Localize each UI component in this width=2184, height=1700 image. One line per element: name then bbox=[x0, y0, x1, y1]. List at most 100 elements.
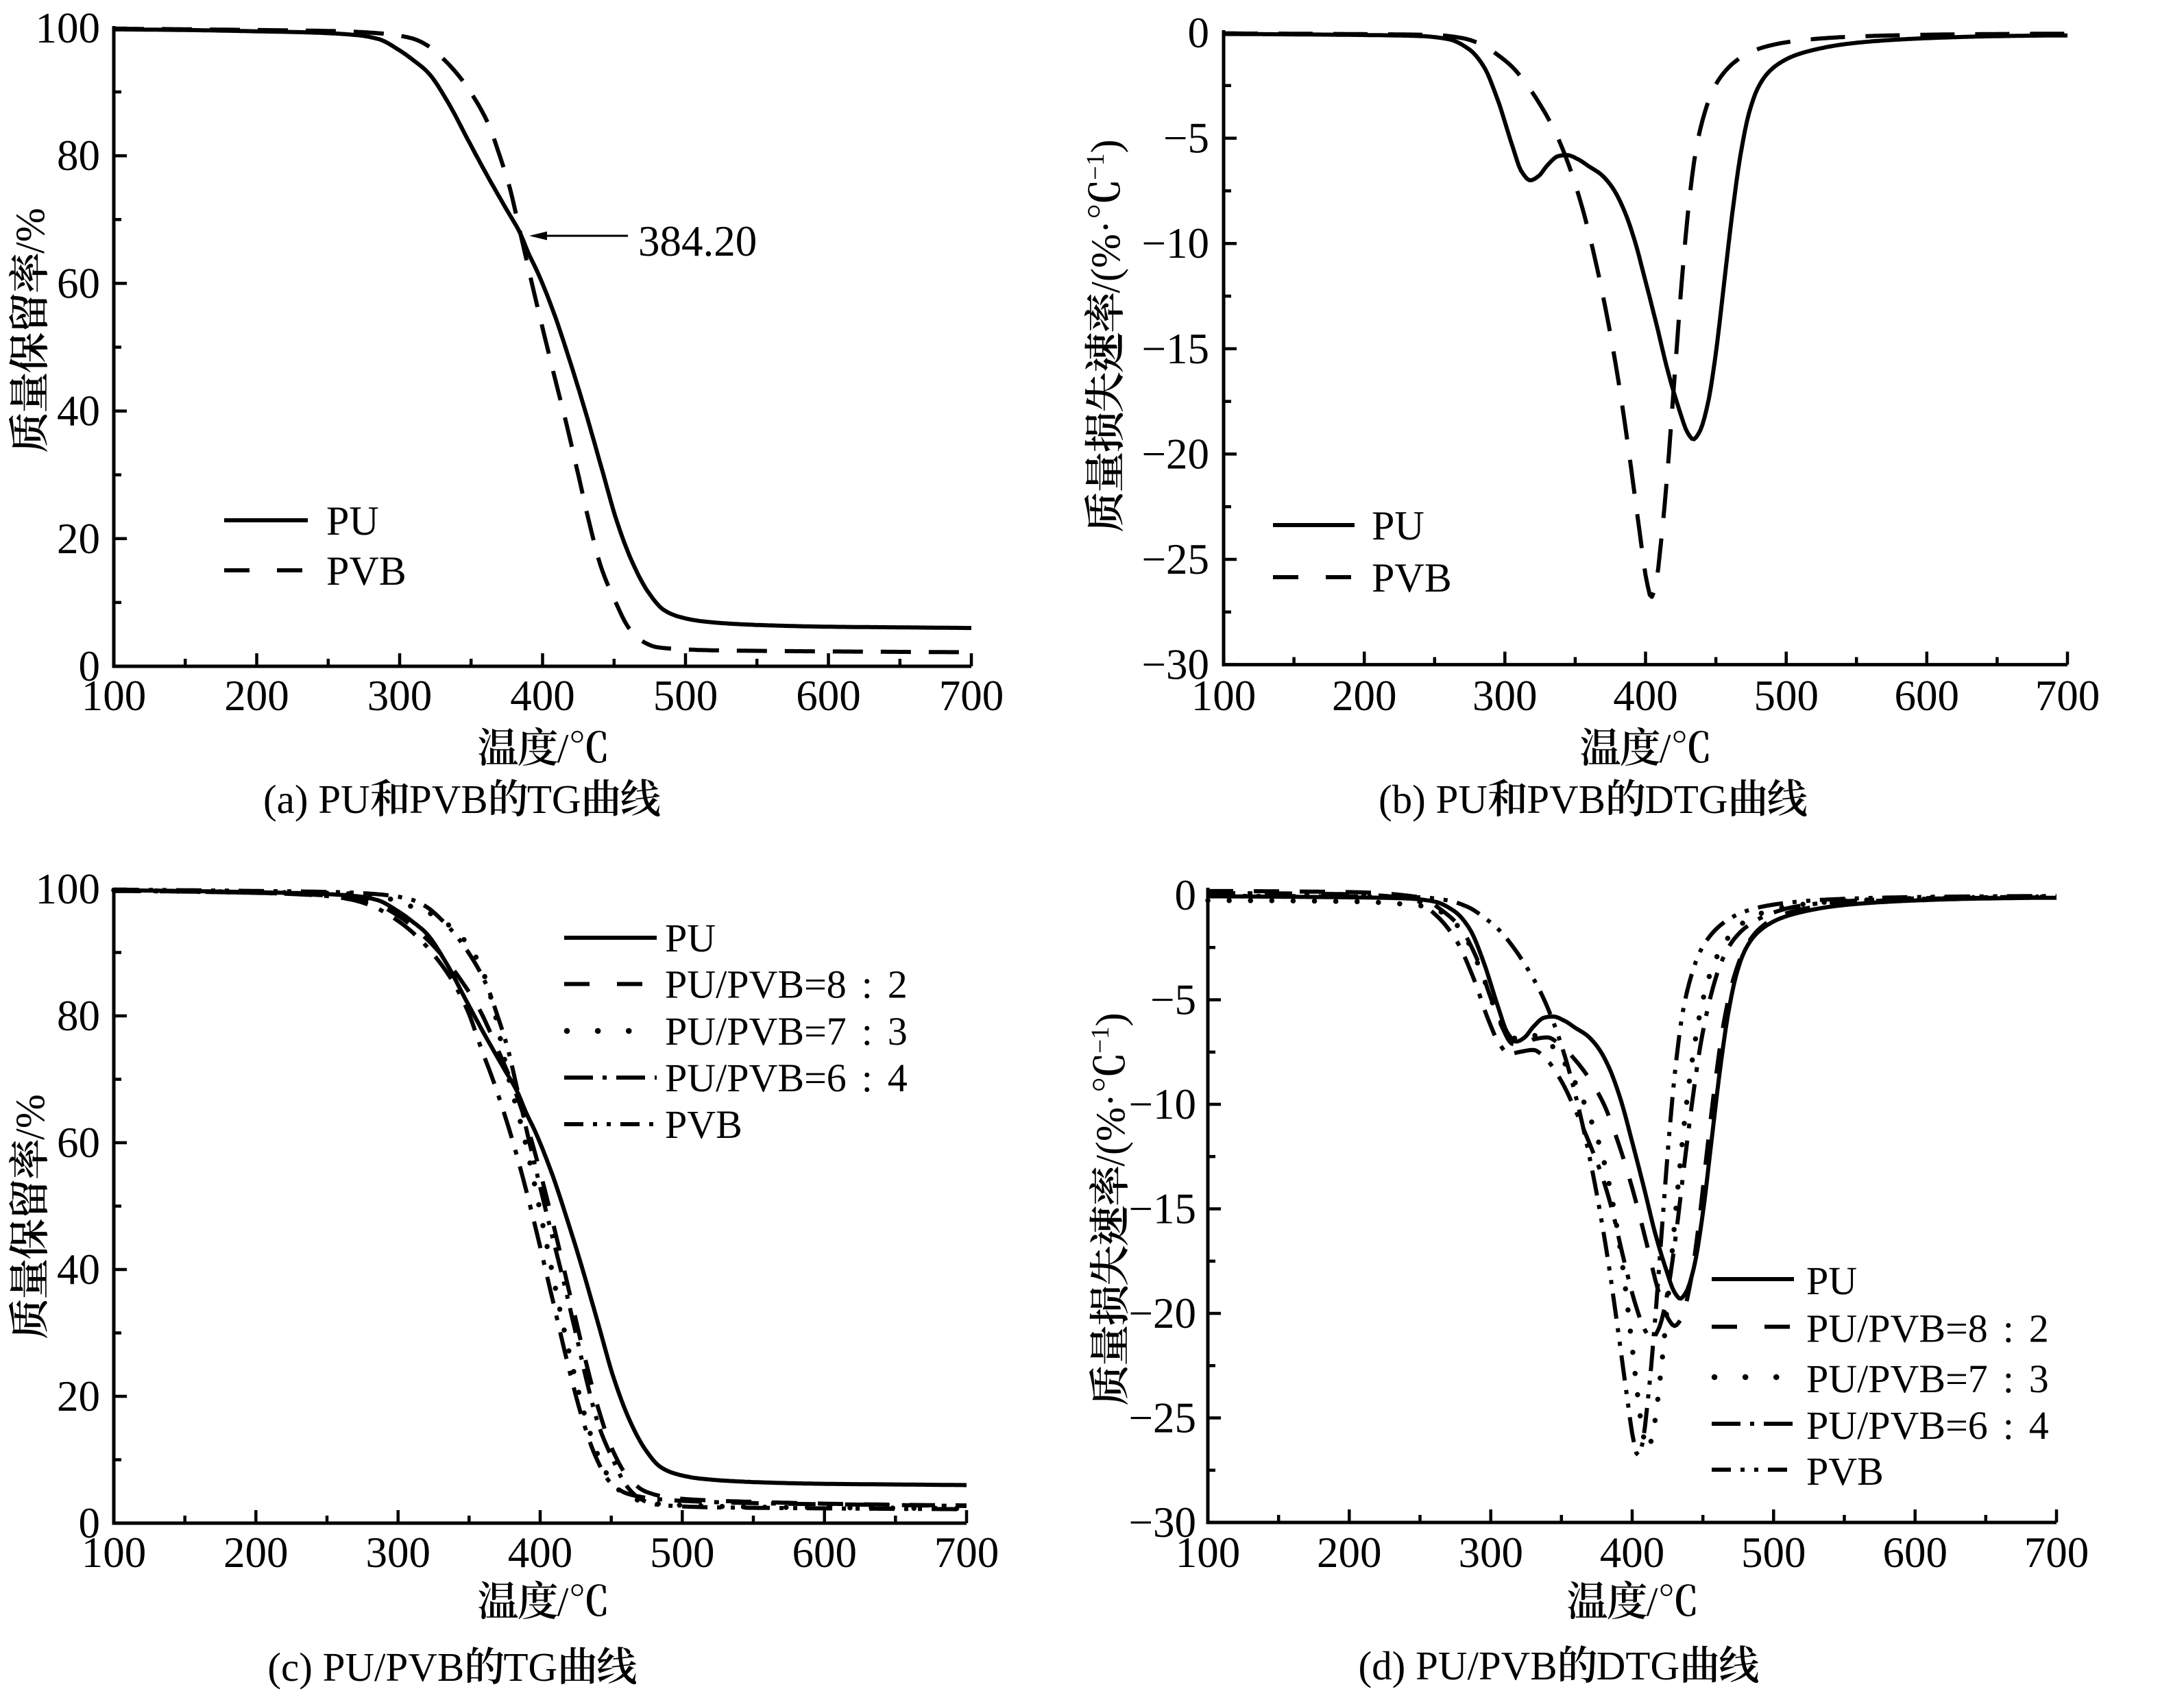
svg-text:60: 60 bbox=[57, 1119, 100, 1167]
svg-text:200: 200 bbox=[224, 672, 289, 720]
svg-text:−10: −10 bbox=[1128, 1080, 1196, 1128]
svg-text:PVB: PVB bbox=[409, 777, 488, 822]
svg-text:80: 80 bbox=[57, 992, 100, 1040]
svg-text::: : bbox=[862, 1009, 873, 1054]
svg-text:−15: −15 bbox=[1141, 325, 1209, 373]
svg-text:PVB: PVB bbox=[665, 1102, 742, 1147]
svg-text:): ) bbox=[1083, 139, 1128, 153]
svg-text:/: / bbox=[1660, 726, 1671, 771]
svg-text:PVB: PVB bbox=[1372, 555, 1452, 600]
svg-text:PU/PVB=8: PU/PVB=8 bbox=[665, 962, 847, 1007]
svg-text:300: 300 bbox=[365, 1529, 430, 1577]
svg-text:−5: −5 bbox=[1150, 976, 1196, 1024]
svg-text:384.20: 384.20 bbox=[638, 217, 757, 265]
svg-text:600: 600 bbox=[1882, 1529, 1948, 1577]
svg-text:20: 20 bbox=[57, 515, 100, 563]
svg-text:PVB: PVB bbox=[326, 548, 407, 594]
svg-text:PU: PU bbox=[326, 498, 379, 544]
svg-text:TG: TG bbox=[527, 777, 581, 822]
svg-text:PU/PVB=8: PU/PVB=8 bbox=[1806, 1307, 1988, 1351]
svg-text:4: 4 bbox=[2029, 1403, 2049, 1448]
svg-text:−25: −25 bbox=[1128, 1394, 1196, 1442]
svg-text::: : bbox=[862, 962, 873, 1007]
svg-text:100: 100 bbox=[1176, 1529, 1241, 1577]
svg-text:−30: −30 bbox=[1141, 641, 1209, 689]
svg-text:PU/PVB=7: PU/PVB=7 bbox=[665, 1009, 847, 1054]
svg-text:PU/PVB=6: PU/PVB=6 bbox=[665, 1056, 847, 1100]
svg-text:200: 200 bbox=[1317, 1529, 1382, 1577]
svg-text:200: 200 bbox=[1332, 672, 1397, 720]
svg-text:TG: TG bbox=[504, 1644, 558, 1690]
svg-text:−25: −25 bbox=[1141, 535, 1209, 583]
svg-text:3: 3 bbox=[888, 1009, 908, 1054]
svg-text:20: 20 bbox=[57, 1372, 100, 1420]
svg-text:PU: PU bbox=[1806, 1259, 1857, 1303]
svg-text:700: 700 bbox=[2035, 672, 2100, 720]
svg-text:500: 500 bbox=[650, 1529, 715, 1577]
svg-text::: : bbox=[862, 1056, 873, 1100]
svg-text::: : bbox=[2003, 1403, 2014, 1448]
svg-text:(d) PU/PVB: (d) PU/PVB bbox=[1359, 1643, 1557, 1688]
svg-text:700: 700 bbox=[2024, 1529, 2089, 1577]
svg-text:(a) PU: (a) PU bbox=[263, 777, 370, 822]
svg-text:2: 2 bbox=[2029, 1307, 2049, 1351]
svg-text:PU: PU bbox=[665, 916, 716, 960]
svg-text:/(%·: /(%· bbox=[1083, 220, 1128, 293]
svg-text:/(%·: /(%· bbox=[1088, 1093, 1133, 1167]
svg-text:400: 400 bbox=[1600, 1529, 1665, 1577]
svg-text:/%: /% bbox=[8, 208, 53, 254]
svg-text:600: 600 bbox=[796, 672, 861, 720]
svg-text:0: 0 bbox=[1175, 871, 1197, 919]
svg-text:4: 4 bbox=[888, 1056, 908, 1100]
svg-text:500: 500 bbox=[1754, 672, 1819, 720]
svg-text:60: 60 bbox=[57, 259, 100, 307]
svg-text:PU: PU bbox=[1372, 503, 1424, 548]
svg-text:(b) PU: (b) PU bbox=[1379, 777, 1488, 822]
svg-text::: : bbox=[2003, 1357, 2014, 1401]
svg-text:600: 600 bbox=[792, 1529, 857, 1577]
svg-text:500: 500 bbox=[1741, 1529, 1806, 1577]
svg-text:700: 700 bbox=[939, 672, 1004, 720]
svg-text:100: 100 bbox=[36, 865, 101, 913]
svg-text:−15: −15 bbox=[1128, 1185, 1196, 1233]
svg-text:400: 400 bbox=[510, 672, 575, 720]
svg-text:0: 0 bbox=[79, 642, 101, 690]
svg-text:400: 400 bbox=[1613, 672, 1678, 720]
svg-text:−5: −5 bbox=[1163, 114, 1209, 162]
svg-text:−20: −20 bbox=[1128, 1289, 1196, 1337]
svg-text:PVB: PVB bbox=[1527, 777, 1605, 822]
svg-text:−1: −1 bbox=[1087, 1026, 1115, 1053]
svg-text:40: 40 bbox=[57, 387, 100, 435]
svg-text:DTG: DTG bbox=[1645, 777, 1727, 822]
svg-text:0: 0 bbox=[1188, 9, 1210, 57]
svg-text::: : bbox=[2003, 1307, 2014, 1351]
svg-text:400: 400 bbox=[508, 1529, 573, 1577]
svg-text:700: 700 bbox=[934, 1529, 999, 1577]
svg-text:100: 100 bbox=[82, 672, 147, 720]
svg-text:600: 600 bbox=[1895, 672, 1960, 720]
svg-text:100: 100 bbox=[1191, 672, 1257, 720]
svg-text:DTG: DTG bbox=[1597, 1643, 1679, 1688]
svg-text:PVB: PVB bbox=[1806, 1449, 1884, 1494]
svg-text:(c) PU/PVB: (c) PU/PVB bbox=[267, 1644, 464, 1690]
svg-text:−10: −10 bbox=[1141, 219, 1209, 267]
svg-text:−30: −30 bbox=[1128, 1498, 1196, 1546]
svg-text:): ) bbox=[1088, 1012, 1133, 1026]
svg-text:/%: /% bbox=[8, 1094, 53, 1140]
svg-text:40: 40 bbox=[57, 1246, 100, 1294]
svg-text:−20: −20 bbox=[1141, 430, 1209, 478]
svg-text:300: 300 bbox=[367, 672, 433, 720]
svg-text:3: 3 bbox=[2029, 1357, 2049, 1401]
svg-text:/: / bbox=[1647, 1579, 1658, 1625]
svg-text:−1: −1 bbox=[1082, 153, 1110, 180]
svg-text:80: 80 bbox=[57, 132, 100, 180]
svg-text:300: 300 bbox=[1458, 1529, 1523, 1577]
svg-text:/: / bbox=[557, 1579, 569, 1625]
svg-text:200: 200 bbox=[223, 1529, 289, 1577]
svg-text:300: 300 bbox=[1472, 672, 1538, 720]
svg-text:0: 0 bbox=[79, 1499, 101, 1547]
svg-text:PU/PVB=6: PU/PVB=6 bbox=[1806, 1403, 1988, 1448]
svg-text:500: 500 bbox=[653, 672, 718, 720]
svg-text:PU/PVB=7: PU/PVB=7 bbox=[1806, 1357, 1988, 1401]
svg-text:2: 2 bbox=[888, 962, 908, 1007]
